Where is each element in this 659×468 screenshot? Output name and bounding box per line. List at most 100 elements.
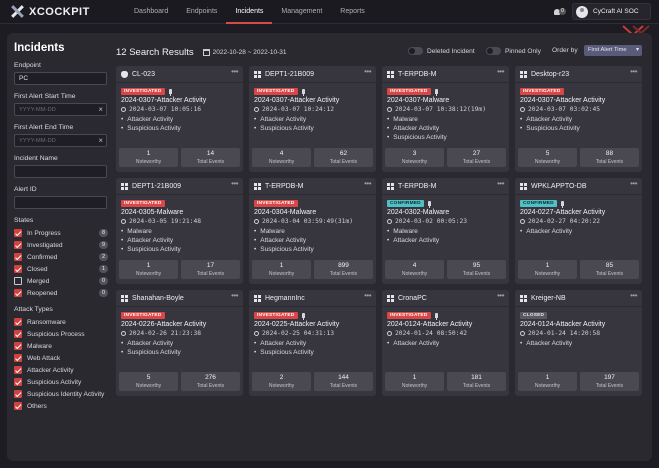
end-time-input[interactable]: YYYY-MM-DD ×: [14, 134, 107, 147]
clear-start-icon[interactable]: ×: [98, 105, 103, 114]
noteworthy-stat[interactable]: 4 Noteworthy: [252, 148, 311, 167]
incident-title[interactable]: 2024-0225-Attacker Activity: [254, 321, 340, 328]
more-options-icon[interactable]: •••: [231, 179, 238, 188]
checkbox[interactable]: [14, 330, 22, 338]
incident-title[interactable]: 2024-0307-Malware: [387, 97, 450, 104]
state-filter-row[interactable]: Reopened 0: [14, 287, 112, 299]
attack-type-filter-row[interactable]: Suspicious Identity Activity: [14, 388, 112, 400]
user-menu[interactable]: CyCraft AI SOC: [572, 3, 651, 20]
checkbox[interactable]: [14, 253, 22, 261]
checkbox[interactable]: [14, 390, 22, 398]
total-events-stat[interactable]: 181 Total Events: [447, 372, 506, 391]
more-options-icon[interactable]: •••: [497, 67, 504, 76]
endpoint-name[interactable]: Kreiger-NB: [531, 294, 566, 302]
endpoint-input[interactable]: PC: [14, 72, 107, 85]
pin-icon[interactable]: [560, 200, 564, 208]
more-options-icon[interactable]: •••: [364, 179, 371, 188]
checkbox[interactable]: [14, 265, 22, 273]
incident-card[interactable]: CL-023 ••• INVESTIGATED 2024-0307-Attacker …: [116, 66, 243, 172]
incident-title[interactable]: 2024-0305-Malware: [121, 209, 184, 216]
incident-card[interactable]: T-ERPDB-M ••• CONFIRMED 2024-0302-Malware 20…: [382, 178, 509, 284]
nav-tab-management[interactable]: Management: [281, 7, 323, 15]
incident-title[interactable]: 2024-0307-Attacker Activity: [520, 97, 606, 104]
noteworthy-stat[interactable]: 4 Noteworthy: [385, 260, 444, 279]
incident-card[interactable]: Desktop-r23 ••• INVESTIGATED 2024-0307-Atta…: [515, 66, 642, 172]
noteworthy-stat[interactable]: 1 Noteworthy: [518, 260, 577, 279]
pinned-only-toggle[interactable]: Pinned Only: [486, 47, 541, 55]
total-events-stat[interactable]: 62 Total Events: [314, 148, 373, 167]
incident-card[interactable]: DEPT1-21B009 ••• INVESTIGATED 2024-0307-Att…: [249, 66, 376, 172]
incident-title[interactable]: 2024-0307-Attacker Activity: [121, 97, 207, 104]
incident-title[interactable]: 2024-0226-Attacker Activity: [121, 321, 207, 328]
total-events-stat[interactable]: 899 Total Events: [314, 260, 373, 279]
more-options-icon[interactable]: •••: [231, 291, 238, 300]
endpoint-name[interactable]: CronaPC: [398, 294, 427, 302]
checkbox[interactable]: [14, 378, 22, 386]
calendar-icon[interactable]: [202, 48, 210, 56]
more-options-icon[interactable]: •••: [630, 291, 637, 300]
incident-name-input[interactable]: [14, 165, 107, 178]
total-events-stat[interactable]: 95 Total Events: [447, 260, 506, 279]
more-options-icon[interactable]: •••: [231, 67, 238, 76]
endpoint-name[interactable]: Shanahan-Boyle: [132, 294, 184, 302]
checkbox[interactable]: [14, 318, 22, 326]
state-filter-row[interactable]: In Progress 8: [14, 227, 112, 239]
attack-type-filter-row[interactable]: Attacker Activity: [14, 364, 112, 376]
incident-title[interactable]: 2024-0124-Attacker Activity: [520, 321, 606, 328]
endpoint-name[interactable]: T-ERPDB-M: [265, 182, 304, 190]
endpoint-name[interactable]: T-ERPDB-M: [398, 182, 437, 190]
state-filter-row[interactable]: Investigated 9: [14, 239, 112, 251]
total-events-stat[interactable]: 88 Total Events: [580, 148, 639, 167]
more-options-icon[interactable]: •••: [364, 291, 371, 300]
incident-card[interactable]: CronaPC ••• INVESTIGATED 2024-0124-Attacker…: [382, 290, 509, 396]
total-events-stat[interactable]: 14 Total Events: [181, 148, 240, 167]
alert-id-input[interactable]: [14, 196, 107, 209]
attack-type-filter-row[interactable]: Ransomware: [14, 316, 112, 328]
incident-card[interactable]: Shanahan-Boyle ••• INVESTIGATED 2024-0226-A…: [116, 290, 243, 396]
checkbox[interactable]: [14, 402, 22, 410]
noteworthy-stat[interactable]: 2 Noteworthy: [252, 372, 311, 391]
more-options-icon[interactable]: •••: [497, 179, 504, 188]
incident-card[interactable]: WPKLAPPTO-DB ••• CONFIRMED 2024-0227-Attack…: [515, 178, 642, 284]
pin-icon[interactable]: [434, 88, 438, 96]
noteworthy-stat[interactable]: 1 Noteworthy: [119, 148, 178, 167]
attack-type-filter-row[interactable]: Others: [14, 400, 112, 412]
incident-card[interactable]: HegmannInc ••• INVESTIGATED 2024-0225-Attac…: [249, 290, 376, 396]
total-events-stat[interactable]: 85 Total Events: [580, 260, 639, 279]
noteworthy-stat[interactable]: 1 Noteworthy: [385, 372, 444, 391]
endpoint-name[interactable]: WPKLAPPTO-DB: [531, 182, 587, 190]
nav-tab-endpoints[interactable]: Endpoints: [186, 7, 218, 15]
noteworthy-stat[interactable]: 3 Noteworthy: [385, 148, 444, 167]
toggle-switch[interactable]: [408, 47, 423, 55]
checkbox[interactable]: [14, 289, 22, 297]
nav-tab-incidents[interactable]: Incidents: [226, 0, 273, 24]
toggle-switch[interactable]: [486, 47, 501, 55]
checkbox[interactable]: [14, 229, 22, 237]
state-filter-row[interactable]: Closed 1: [14, 263, 112, 275]
incident-card[interactable]: T-ERPDB-M ••• INVESTIGATED 2024-0304-Malwar…: [249, 178, 376, 284]
nav-tab-dashboard[interactable]: Dashboard: [134, 7, 169, 15]
checkbox[interactable]: [14, 277, 22, 285]
attack-type-filter-row[interactable]: Malware: [14, 340, 112, 352]
incident-card[interactable]: T-ERPDB-M ••• INVESTIGATED 2024-0307-Malwar…: [382, 66, 509, 172]
total-events-stat[interactable]: 27 Total Events: [447, 148, 506, 167]
state-filter-row[interactable]: Confirmed 2: [14, 251, 112, 263]
incident-title[interactable]: 2024-0227-Attacker Activity: [520, 209, 606, 216]
order-by-select[interactable]: First Alert Time: [584, 45, 642, 56]
pin-icon[interactable]: [434, 312, 438, 320]
endpoint-name[interactable]: HegmannInc: [265, 294, 305, 302]
endpoint-name[interactable]: Desktop-r23: [531, 70, 570, 78]
state-filter-row[interactable]: Merged 0: [14, 275, 112, 287]
deleted-incident-toggle[interactable]: Deleted Incident: [408, 47, 475, 55]
incident-card[interactable]: DEPT1-21B009 ••• INVESTIGATED 2024-0305-Mal…: [116, 178, 243, 284]
pin-icon[interactable]: [168, 88, 172, 96]
attack-type-filter-row[interactable]: Web Attack: [14, 352, 112, 364]
pin-icon[interactable]: [301, 312, 305, 320]
attack-type-filter-row[interactable]: Suspicious Process: [14, 328, 112, 340]
noteworthy-stat[interactable]: 5 Noteworthy: [518, 148, 577, 167]
endpoint-name[interactable]: T-ERPDB-M: [398, 70, 437, 78]
more-options-icon[interactable]: •••: [497, 291, 504, 300]
total-events-stat[interactable]: 197 Total Events: [580, 372, 639, 391]
checkbox[interactable]: [14, 354, 22, 362]
noteworthy-stat[interactable]: 1 Noteworthy: [252, 260, 311, 279]
